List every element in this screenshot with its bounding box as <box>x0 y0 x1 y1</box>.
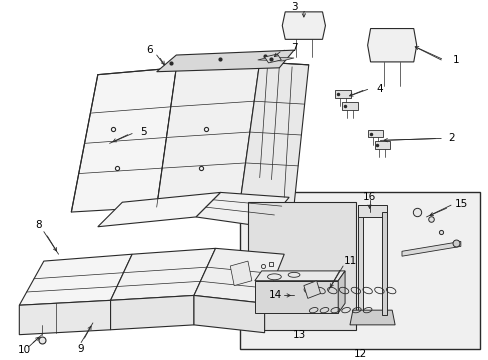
Polygon shape <box>230 261 251 285</box>
Text: 7: 7 <box>290 43 297 53</box>
Polygon shape <box>357 205 362 320</box>
Text: 9: 9 <box>78 345 84 354</box>
Polygon shape <box>19 254 132 305</box>
Text: 8: 8 <box>36 220 42 230</box>
Polygon shape <box>196 192 288 227</box>
Text: 14: 14 <box>268 291 282 301</box>
Polygon shape <box>254 281 338 313</box>
Polygon shape <box>264 54 281 63</box>
Polygon shape <box>335 90 350 98</box>
Text: 5: 5 <box>141 127 147 136</box>
Polygon shape <box>338 271 345 313</box>
Polygon shape <box>257 57 293 61</box>
Bar <box>247 202 355 330</box>
Polygon shape <box>110 296 194 330</box>
Polygon shape <box>110 248 215 300</box>
Polygon shape <box>367 130 383 138</box>
Polygon shape <box>282 12 325 39</box>
Polygon shape <box>357 205 386 217</box>
Text: 11: 11 <box>343 256 356 266</box>
Polygon shape <box>156 50 293 72</box>
Polygon shape <box>194 296 264 333</box>
Polygon shape <box>367 28 416 62</box>
Polygon shape <box>98 192 220 227</box>
Text: 2: 2 <box>448 134 454 143</box>
Polygon shape <box>303 281 320 298</box>
Polygon shape <box>194 248 284 303</box>
Text: 13: 13 <box>292 330 305 340</box>
Text: 3: 3 <box>290 2 297 12</box>
Text: 6: 6 <box>146 45 153 55</box>
Polygon shape <box>374 141 389 149</box>
Polygon shape <box>240 62 308 205</box>
Polygon shape <box>156 62 259 207</box>
Text: 12: 12 <box>353 349 366 359</box>
Bar <box>240 192 480 350</box>
Polygon shape <box>349 310 394 325</box>
Text: 15: 15 <box>454 199 468 209</box>
Polygon shape <box>19 300 110 335</box>
Polygon shape <box>401 242 460 256</box>
Text: 10: 10 <box>18 345 31 355</box>
Text: 16: 16 <box>362 192 375 202</box>
Polygon shape <box>382 212 386 315</box>
Polygon shape <box>254 271 345 281</box>
Text: 4: 4 <box>375 84 382 94</box>
Polygon shape <box>71 68 176 212</box>
Polygon shape <box>342 102 357 110</box>
Text: 1: 1 <box>452 55 458 65</box>
